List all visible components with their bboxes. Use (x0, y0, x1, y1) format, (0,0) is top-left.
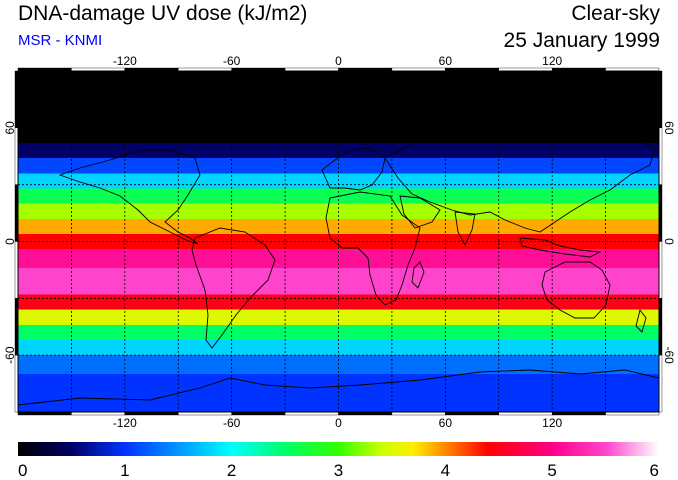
lat-label-right: -60 (662, 346, 676, 364)
lon-label-top: -120 (113, 54, 137, 68)
madagascar-coastline (411, 261, 425, 289)
australia-coastline (541, 261, 611, 319)
africa-coastline (325, 191, 421, 306)
lon-label-top: 60 (439, 54, 453, 68)
arabia-coastline (399, 195, 441, 229)
sky-condition-label: Clear-sky (571, 2, 660, 25)
lon-label-bottom: 60 (439, 416, 453, 430)
longitude-labels-top: -120 -60 0 60 120 (113, 54, 563, 68)
colorbar-label: 2 (227, 461, 236, 480)
latitude-labels-left: 60 0 -60 (3, 121, 17, 364)
lon-label-bottom: -120 (113, 416, 137, 430)
lon-label-bottom: 0 (335, 416, 342, 430)
colorbar-label: 3 (334, 461, 343, 480)
lon-label-top: 0 (335, 54, 342, 68)
europe-coastline (321, 147, 386, 191)
longitude-labels-bottom: -120 -60 0 60 120 (113, 416, 563, 430)
colorbar-label: 6 (650, 461, 659, 480)
lon-label-bottom: -60 (223, 416, 241, 430)
asia-coastline (384, 119, 656, 233)
lat-label-left: -60 (3, 346, 17, 364)
lat-label-left: 60 (3, 121, 17, 135)
antarctica-coastline (18, 369, 659, 406)
lat-label-right: 60 (662, 121, 676, 135)
lon-label-top: 120 (542, 54, 562, 68)
lat-label-left: 0 (3, 238, 17, 245)
colorbar-labels: 0 1 2 3 4 5 6 (18, 461, 659, 480)
colorbar-label: 4 (441, 461, 450, 480)
map-title: DNA-damage UV dose (kJ/m2) (18, 2, 308, 25)
lon-label-bottom: 120 (542, 416, 562, 430)
lon-label-top: -60 (223, 54, 241, 68)
colorbar-label: 0 (18, 461, 27, 480)
new-zealand-coastline (635, 308, 647, 333)
colorbar-label: 5 (547, 461, 556, 480)
colorbar-label: 1 (120, 461, 129, 480)
colorbar (18, 442, 659, 456)
map-frame (14, 67, 663, 416)
latitude-labels-right: 60 0 -60 (662, 121, 676, 364)
map-border (17, 70, 660, 413)
graticule (18, 71, 659, 412)
source-label: MSR - KNMI (18, 32, 103, 49)
lat-label-right: 0 (662, 238, 676, 245)
date-label: 25 January 1999 (503, 29, 660, 52)
south-america-coastline (191, 227, 276, 349)
india-coastline (454, 211, 476, 247)
